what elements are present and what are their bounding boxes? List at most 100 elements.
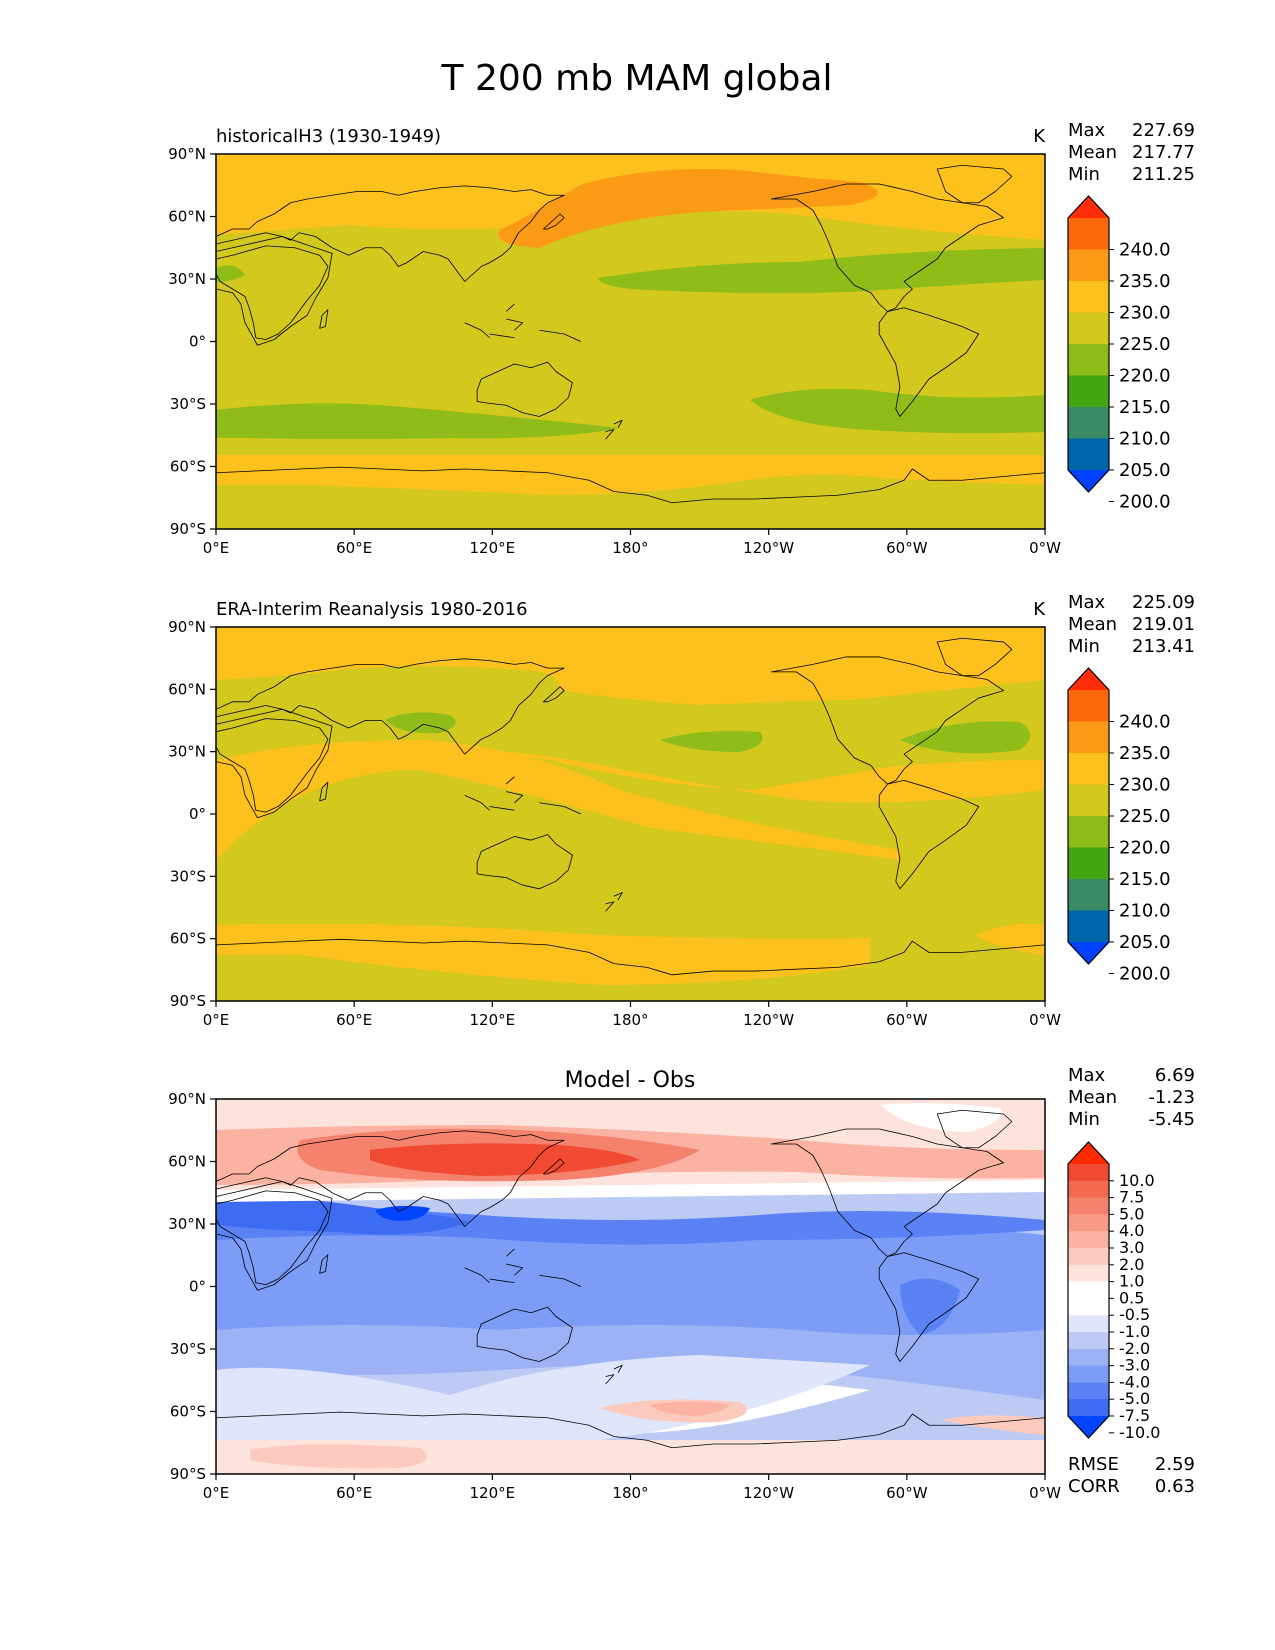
stat-max-label: Max	[1068, 592, 1106, 613]
colorbar-segment	[1068, 407, 1109, 439]
field-white-band	[216, 1178, 1045, 1202]
x-tick-label: 60°E	[336, 539, 372, 557]
x-tick-label: 120°E	[470, 1011, 516, 1029]
colorbar-segment	[1068, 1281, 1109, 1299]
colorbar-tick-label: -4.0	[1119, 1372, 1150, 1391]
y-axis: 90°N 60°N 30°N 0° 30°S 60°S 90°S	[168, 1090, 216, 1483]
colorbar-tick-label: 210.0	[1119, 429, 1171, 450]
field-cool-blob-atl	[900, 721, 1030, 754]
colorbar-segment	[1068, 1248, 1109, 1266]
colorbar-tick-label: 10.0	[1119, 1171, 1155, 1190]
colorbar: 10.07.55.04.03.02.01.00.5-0.5-1.0-2.0-3.…	[1067, 1141, 1160, 1442]
y-tick-label: 60°S	[170, 458, 206, 476]
field-warm-60s	[216, 923, 870, 985]
colorbar-segment	[1068, 438, 1109, 471]
colorbar-segment	[1068, 1348, 1109, 1367]
stat-mean-label: Mean	[1068, 614, 1117, 635]
stat-mean-value: -1.23	[1148, 1087, 1195, 1108]
colorbar-segment	[1068, 879, 1109, 911]
field-cool-blob-pac	[660, 731, 763, 752]
field-pos-ant-blob	[250, 1444, 427, 1469]
colorbar-tick-label: -2.0	[1119, 1339, 1150, 1358]
colorbar-tick-label: 215.0	[1119, 869, 1171, 890]
colorbar-extend-max	[1068, 668, 1109, 690]
y-axis: 90°N 60°N 30°N 0° 30°S 60°S 90°S	[168, 618, 216, 1010]
y-tick-label: 60°S	[170, 930, 206, 948]
y-tick-label: 90°N	[168, 1090, 206, 1108]
x-tick-label: 60°W	[886, 1484, 928, 1502]
colorbar-segment	[1068, 312, 1109, 345]
colorbar-segment	[1068, 218, 1109, 250]
stat-min-label: Min	[1068, 1109, 1100, 1130]
panel-diff-title: Model - Obs	[565, 1068, 696, 1093]
colorbar-segment	[1068, 249, 1109, 282]
stat-max-label: Max	[1068, 1065, 1106, 1086]
stat-max-label: Max	[1068, 120, 1106, 141]
x-tick-label: 0°W	[1029, 539, 1061, 557]
field-warm-core	[498, 169, 878, 248]
colorbar-segment	[1068, 281, 1109, 313]
y-tick-label: 90°N	[168, 618, 206, 636]
x-tick-label: 120°W	[743, 539, 794, 557]
x-axis: 0°E 60°E 120°E 180° 120°W 60°W 0°W	[203, 1474, 1061, 1502]
y-tick-label: 90°S	[170, 520, 206, 538]
colorbar-extend-min	[1068, 942, 1109, 964]
stat-min-value: 213.41	[1132, 636, 1195, 657]
x-axis: 0°E 60°E 120°E 180° 120°W 60°W 0°W	[203, 1001, 1061, 1029]
rmse-value: 2.59	[1155, 1454, 1195, 1475]
colorbar-segment	[1068, 1382, 1109, 1400]
colorbar-tick-label: 235.0	[1119, 743, 1171, 764]
stat-mean-value: 217.77	[1132, 142, 1195, 163]
colorbar-segment	[1068, 784, 1109, 817]
x-tick-label: 0°E	[203, 1484, 230, 1502]
colorbar-segment	[1068, 1180, 1109, 1199]
footer-stats: RMSE 2.59 CORR 0.63	[1068, 1454, 1195, 1497]
colorbar-tick-label: 225.0	[1119, 334, 1171, 355]
colorbar-segment	[1068, 721, 1109, 754]
stat-min-label: Min	[1068, 636, 1100, 657]
colorbar-tick-label: 205.0	[1119, 460, 1171, 481]
colorbar-tick-label: 235.0	[1119, 271, 1171, 292]
colorbar-tick-label: -7.5	[1119, 1406, 1150, 1425]
x-axis: 0°E 60°E 120°E 180° 120°W 60°W 0°W	[203, 529, 1061, 557]
x-tick-label: 120°E	[470, 539, 516, 557]
colorbar-segment	[1068, 910, 1109, 943]
field-warm-60s-east	[975, 923, 1045, 955]
colorbar-segment	[1068, 1231, 1109, 1249]
panel-historical-units: K	[1033, 126, 1046, 147]
y-tick-label: 30°N	[168, 270, 206, 288]
panel-model-minus-obs: Model - Obs 90°N 60°N 30°N 0° 30°S 60°S 90°S 0…	[168, 1065, 1195, 1502]
x-tick-label: 0°W	[1029, 1484, 1061, 1502]
colorbar-tick-label: 220.0	[1119, 366, 1171, 387]
colorbar-tick-label: -5.0	[1119, 1389, 1150, 1408]
colorbar-tick-label: -1.0	[1119, 1322, 1150, 1341]
colorbar-extend-max	[1068, 196, 1109, 218]
figure-title: T 200 mb MAM global	[441, 58, 833, 99]
colorbar-tick-label: 215.0	[1119, 397, 1171, 418]
colorbar-segment	[1068, 816, 1109, 848]
panel-era-units: K	[1033, 599, 1046, 620]
colorbar-tick-label: 2.0	[1119, 1255, 1144, 1274]
y-tick-label: 60°S	[170, 1403, 206, 1421]
field-warm-eq-band	[216, 740, 900, 860]
y-tick-label: 30°S	[170, 1340, 206, 1358]
colorbar-tick-label: 205.0	[1119, 932, 1171, 953]
panel-era-interim: ERA-Interim Reanalysis 1980-2016 K 90°N 6…	[168, 592, 1195, 1029]
field-cool-30n-pac	[598, 248, 1045, 294]
colorbar-tick-label: -10.0	[1119, 1423, 1160, 1442]
field-pos-north-core	[370, 1143, 640, 1176]
field-cool-blob-asia	[385, 712, 456, 734]
colorbar-segment	[1068, 1264, 1109, 1283]
stat-min-value: 211.25	[1132, 164, 1195, 185]
field-neg-tropics	[216, 1221, 1045, 1335]
colorbar-segment	[1068, 1197, 1109, 1215]
y-tick-label: 0°	[189, 333, 206, 351]
y-tick-label: 30°N	[168, 743, 206, 761]
y-axis: 90°N 60°N 30°N 0° 30°S 60°S 90°S	[168, 145, 216, 538]
colorbar-tick-label: -3.0	[1119, 1356, 1150, 1375]
field-near-zero-south-2	[216, 1355, 870, 1447]
colorbar: 240.0 235.0 230.0 225.0 220.0 215.0 210.0 205.0…	[1067, 195, 1171, 513]
y-tick-label: 30°S	[170, 867, 206, 885]
colorbar-segment	[1068, 375, 1109, 408]
panel-historical-field	[216, 154, 1045, 529]
